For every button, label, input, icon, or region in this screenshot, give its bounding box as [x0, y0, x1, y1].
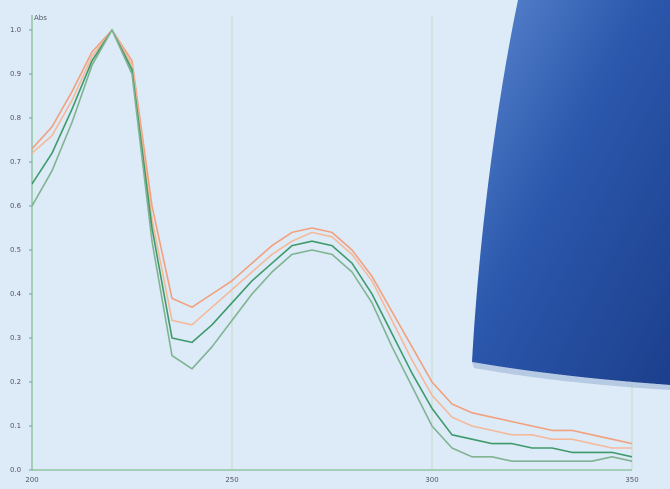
device-edge — [472, 362, 670, 390]
y-tick-label: 0.3 — [10, 334, 21, 342]
y-tick-label: 0.4 — [10, 290, 22, 298]
x-tick-label: 250 — [225, 476, 238, 484]
y-tick-label: 0.9 — [10, 70, 21, 78]
y-axis-label: Abs — [34, 14, 47, 22]
y-tick-label: 0.8 — [10, 114, 21, 122]
y-tick-label: 0.6 — [10, 202, 22, 210]
series-line — [31, 29, 633, 462]
x-tick-label: 200 — [25, 476, 38, 484]
y-tick-label: 0.7 — [10, 158, 21, 166]
series-line — [31, 29, 633, 445]
series-line — [31, 29, 632, 449]
y-tick-label: 0.5 — [10, 246, 21, 254]
device-photo — [472, 0, 670, 385]
x-tick-label: 350 — [625, 476, 638, 484]
x-tick-label: 300 — [425, 476, 438, 484]
y-tick-label: 1.0 — [10, 26, 21, 34]
y-tick-label: 0.1 — [10, 422, 21, 430]
series-line — [31, 29, 633, 458]
y-tick-label: 0.2 — [10, 378, 21, 386]
y-tick-label: 0.0 — [10, 466, 21, 474]
